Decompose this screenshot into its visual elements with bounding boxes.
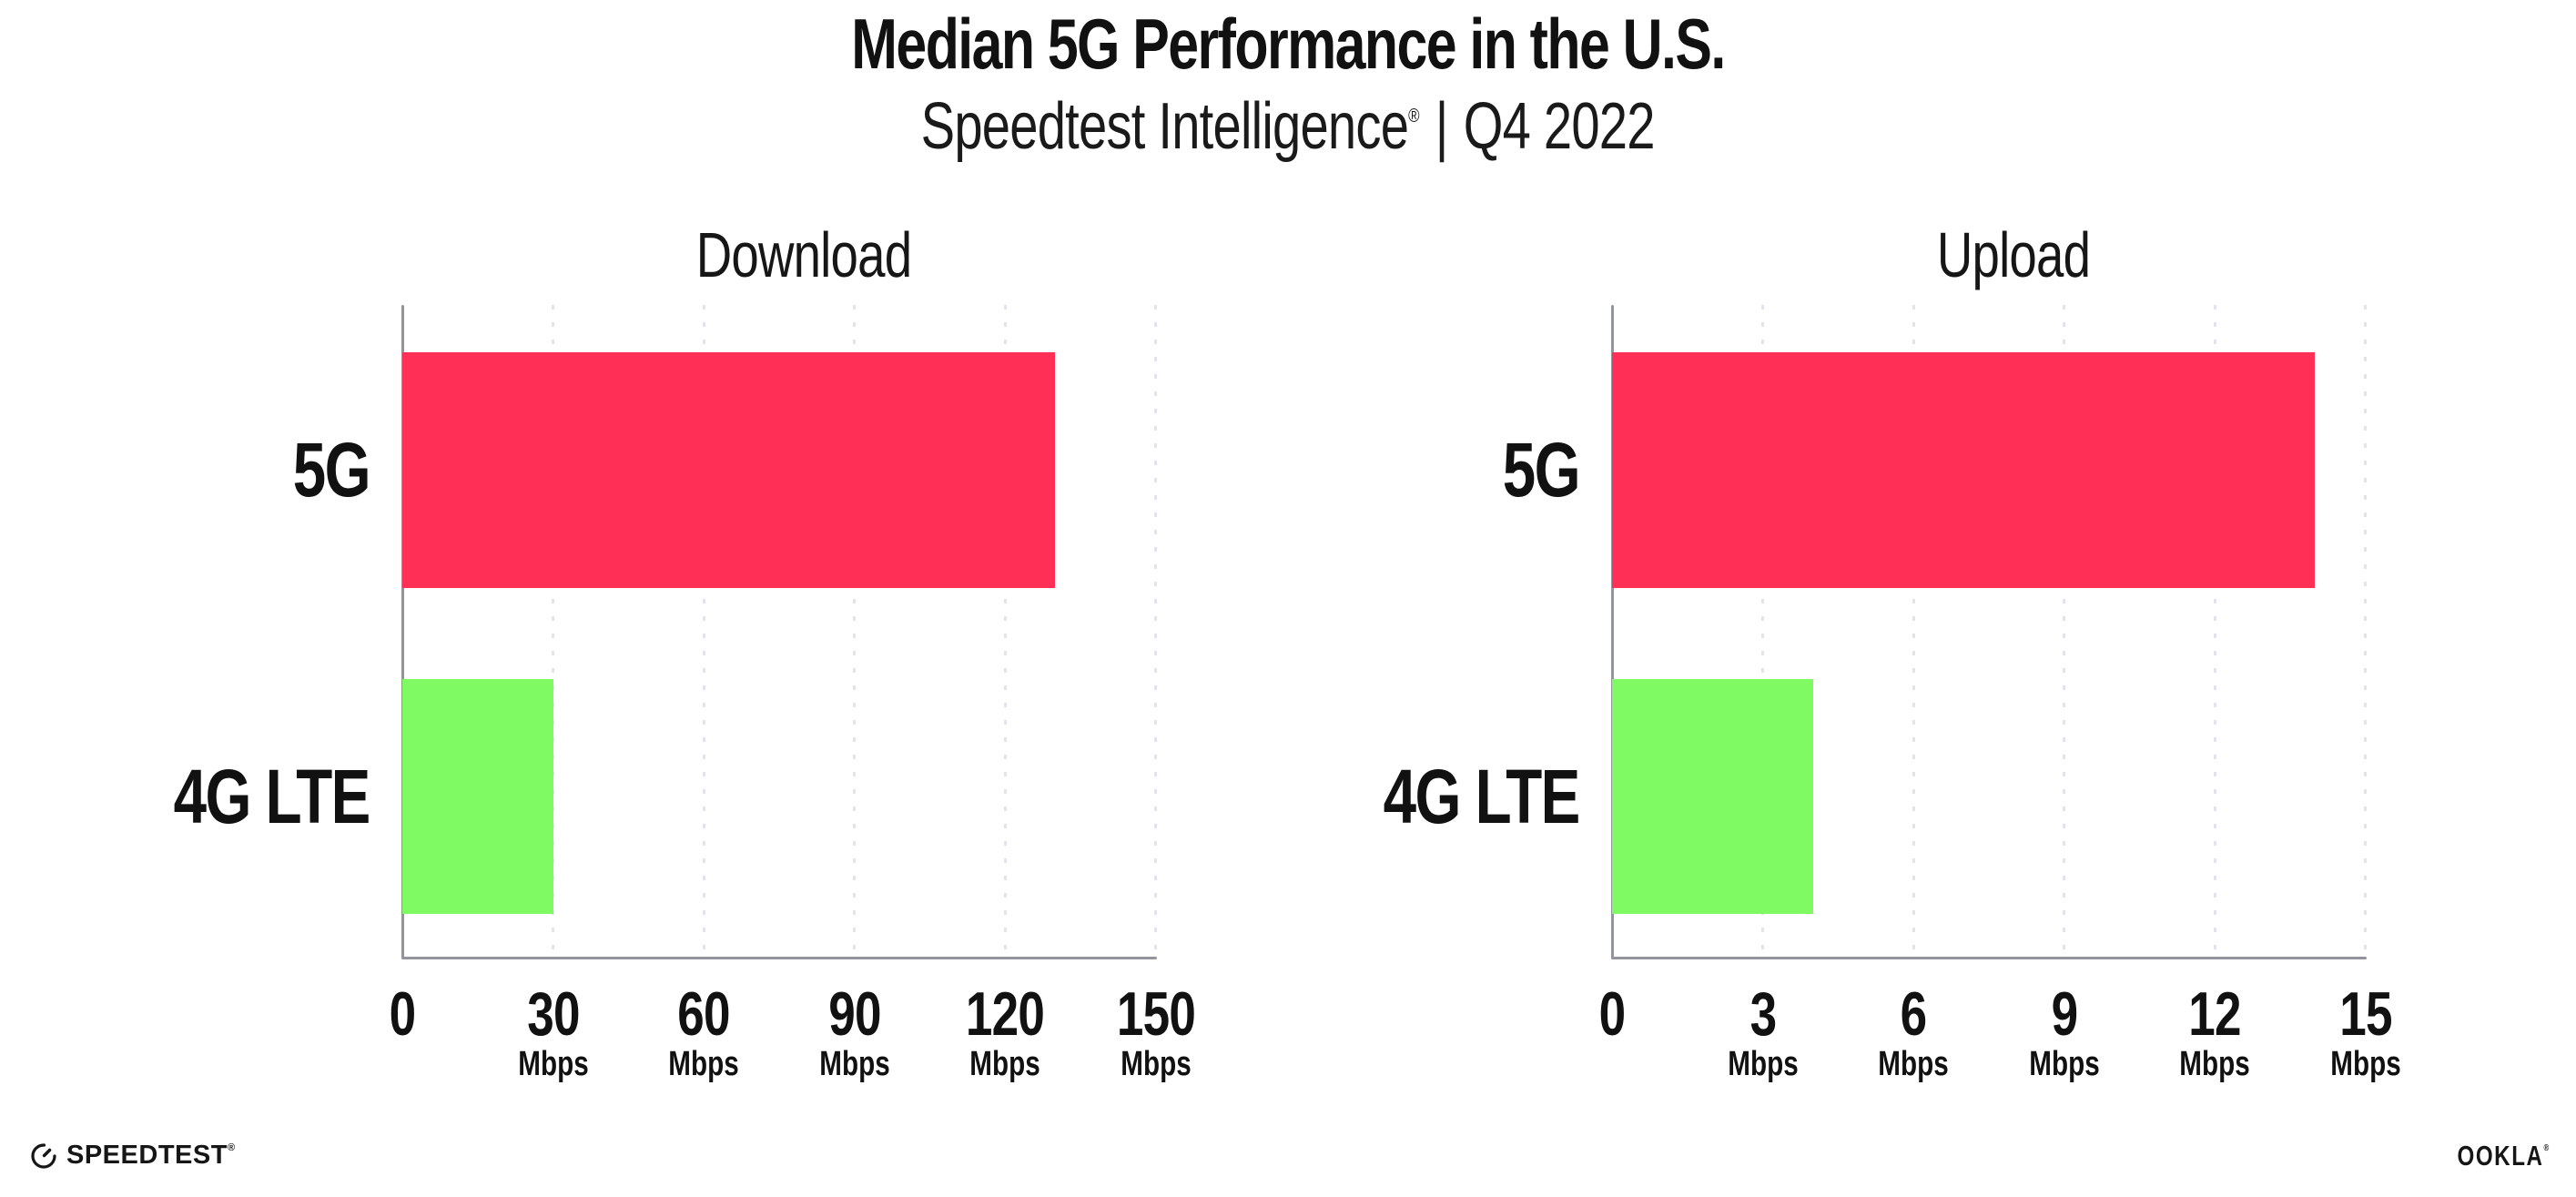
grid-line-download-120 — [1003, 305, 1007, 959]
category-label-upload-4g-lte: 4G LTE — [1033, 751, 1581, 842]
category-label-download-4g-lte-text: 4G LTE — [173, 754, 371, 839]
x-tick-download-0: 0 — [386, 983, 420, 1045]
subtitle-brand: Speedtest Intelligence — [920, 90, 1409, 163]
speedtest-gauge-icon — [29, 1141, 58, 1171]
subtitle-period: Q4 2022 — [1464, 90, 1656, 163]
grid-line-download-90 — [853, 305, 856, 959]
x-tick-unit-upload-6: Mbps — [1868, 1047, 1958, 1081]
x-axis-upload — [1610, 957, 2367, 959]
bar-upload-4g-lte — [1612, 679, 1813, 914]
x-tick-unit-upload-3: Mbps — [1718, 1047, 1808, 1081]
x-tick-unit-download-150: Mbps — [1111, 1047, 1201, 1081]
grid-line-upload-3 — [1761, 305, 1764, 959]
page-title: Median 5G Performance in the U.S. — [0, 4, 2576, 84]
x-tick-unit-upload-9: Mbps — [2019, 1047, 2109, 1081]
category-label-download-5g: 5G — [0, 424, 371, 515]
x-tick-unit-upload-15-text: Mbps — [2329, 1045, 2401, 1083]
bar-download-4g-lte — [402, 679, 553, 914]
x-tick-download-60: 60 — [670, 983, 737, 1045]
x-tick-unit-download-60-text: Mbps — [668, 1045, 739, 1083]
x-tick-unit-download-90: Mbps — [809, 1047, 899, 1081]
x-tick-unit-download-120-text: Mbps — [969, 1045, 1040, 1083]
ookla-registered-mark: ® — [2543, 1143, 2549, 1153]
x-tick-download-120: 120 — [955, 983, 1055, 1045]
x-tick-upload-6-text: 6 — [1900, 979, 1928, 1049]
x-tick-unit-upload-12: Mbps — [2169, 1047, 2259, 1081]
x-tick-download-120-text: 120 — [965, 979, 1045, 1049]
category-label-upload-5g-text: 5G — [1502, 427, 1581, 512]
chart-title-upload: Upload — [1915, 223, 2112, 287]
x-axis-download — [401, 957, 1157, 959]
speedtest-logo: SPEEDTEST® — [29, 1141, 236, 1171]
x-tick-download-60-text: 60 — [677, 979, 730, 1049]
x-tick-unit-upload-9-text: Mbps — [2028, 1045, 2100, 1083]
x-tick-unit-download-90-text: Mbps — [818, 1045, 890, 1083]
x-tick-download-0-text: 0 — [389, 979, 417, 1049]
grid-line-upload-12 — [2213, 305, 2216, 959]
x-tick-unit-download-120: Mbps — [959, 1047, 1050, 1081]
y-axis-upload — [1610, 305, 1614, 959]
ookla-wordmark: OOKLA® — [2457, 1140, 2549, 1172]
grid-line-upload-9 — [2063, 305, 2065, 959]
bar-download-5g — [402, 352, 1056, 588]
x-tick-upload-12: 12 — [2181, 983, 2248, 1045]
grid-line-upload-15 — [2364, 305, 2367, 959]
x-tick-upload-12-text: 12 — [2188, 979, 2241, 1049]
x-tick-unit-upload-15: Mbps — [2320, 1047, 2410, 1081]
page-title-text: Median 5G Performance in the U.S. — [851, 4, 1726, 84]
speedtest-wordmark-text: SPEEDTEST — [66, 1141, 228, 1170]
x-tick-unit-download-30-text: Mbps — [517, 1045, 589, 1083]
x-tick-unit-download-150-text: Mbps — [1120, 1045, 1192, 1083]
category-label-upload-5g: 5G — [1033, 424, 1581, 515]
category-label-download-5g-text: 5G — [292, 427, 371, 512]
x-tick-unit-download-60: Mbps — [658, 1047, 748, 1081]
x-tick-unit-upload-3-text: Mbps — [1727, 1045, 1799, 1083]
category-label-download-4g-lte: 4G LTE — [0, 751, 371, 842]
x-tick-download-150: 150 — [1105, 983, 1205, 1045]
ookla-logo: OOKLA® — [2431, 1140, 2549, 1172]
grid-line-download-150 — [1154, 305, 1157, 959]
x-tick-unit-upload-12-text: Mbps — [2179, 1045, 2250, 1083]
y-axis-download — [401, 305, 404, 959]
x-tick-upload-15-text: 15 — [2338, 979, 2392, 1049]
grid-line-download-30 — [552, 305, 554, 959]
speedtest-wordmark: SPEEDTEST® — [66, 1141, 236, 1171]
x-tick-unit-upload-6-text: Mbps — [1878, 1045, 1949, 1083]
bar-upload-5g — [1612, 352, 2316, 588]
grid-line-upload-6 — [1912, 305, 1915, 959]
subtitle-separator: | — [1435, 90, 1449, 163]
speedtest-registered-mark: ® — [227, 1142, 236, 1153]
x-tick-upload-6: 6 — [1897, 983, 1931, 1045]
x-tick-download-30-text: 30 — [526, 979, 580, 1049]
category-label-upload-4g-lte-text: 4G LTE — [1383, 754, 1581, 839]
x-tick-upload-15: 15 — [2332, 983, 2399, 1045]
x-tick-download-90: 90 — [821, 983, 888, 1045]
chart-title-download-text: Download — [695, 219, 912, 290]
x-tick-upload-0-text: 0 — [1598, 979, 1627, 1049]
page-subtitle: Speedtest Intelligence® | Q4 2022 — [0, 89, 2576, 165]
x-tick-download-150-text: 150 — [1116, 979, 1195, 1049]
ookla-wordmark-text: OOKLA — [2457, 1140, 2544, 1172]
x-tick-upload-3-text: 3 — [1749, 979, 1777, 1049]
x-tick-upload-0: 0 — [1596, 983, 1629, 1045]
grid-line-download-60 — [702, 305, 705, 959]
page-subtitle-text: Speedtest Intelligence® | Q4 2022 — [920, 89, 1656, 165]
x-tick-upload-3: 3 — [1746, 983, 1780, 1045]
x-tick-upload-9-text: 9 — [2051, 979, 2078, 1049]
chart-title-download: Download — [665, 223, 941, 287]
x-tick-unit-download-30: Mbps — [508, 1047, 598, 1081]
chart-title-upload-text: Upload — [1936, 219, 2091, 290]
x-tick-download-30: 30 — [520, 983, 587, 1045]
x-tick-download-90-text: 90 — [827, 979, 881, 1049]
subtitle-registered-mark: ® — [1408, 103, 1420, 127]
x-tick-upload-9: 9 — [2047, 983, 2081, 1045]
